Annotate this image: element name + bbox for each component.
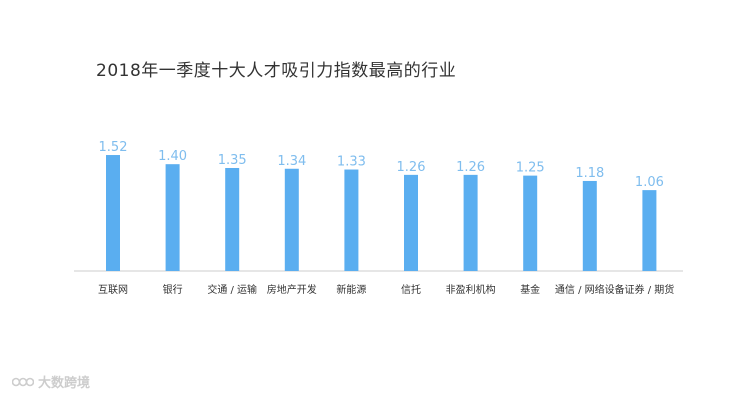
bar-value-label: 1.35	[218, 153, 247, 168]
bar	[523, 175, 538, 271]
bar	[165, 164, 180, 271]
bar	[225, 167, 240, 271]
watermark-text: 大数跨境	[38, 376, 91, 391]
bar	[463, 174, 478, 271]
bar	[106, 155, 120, 271]
category-label: 通信 / 网络设备	[555, 283, 625, 296]
category-label: 互联网	[98, 284, 128, 296]
kr-logo-icon	[12, 377, 34, 386]
bar-value-label: 1.26	[397, 160, 426, 175]
bar-value-label: 1.25	[516, 161, 545, 176]
category-label: 非盈利机构	[446, 283, 496, 296]
bar	[284, 168, 299, 271]
bar-value-label: 1.34	[277, 154, 306, 169]
bar	[404, 174, 418, 271]
category-label: 证券 / 期货	[625, 283, 675, 296]
category-label: 基金	[520, 283, 540, 296]
category-label: 房地产开发	[267, 283, 317, 296]
bar	[344, 169, 359, 271]
bar-value-label: 1.33	[337, 155, 366, 170]
category-label: 银行	[163, 283, 183, 296]
category-label: 新能源	[336, 283, 366, 296]
category-label: 信托	[401, 283, 421, 296]
bar-value-label: 1.18	[575, 166, 604, 181]
bar-value-label: 1.06	[635, 175, 664, 190]
bar-value-label: 1.26	[456, 160, 485, 175]
category-label: 交通 / 运输	[207, 283, 257, 296]
bar-value-label: 1.40	[158, 149, 187, 164]
watermark: 大数跨境	[12, 372, 90, 391]
bar	[642, 190, 657, 271]
bar	[582, 180, 597, 271]
chart-title: 2018年一季度十大人才吸引力指数最高的行业	[96, 61, 457, 81]
bar-value-label: 1.52	[99, 140, 128, 155]
